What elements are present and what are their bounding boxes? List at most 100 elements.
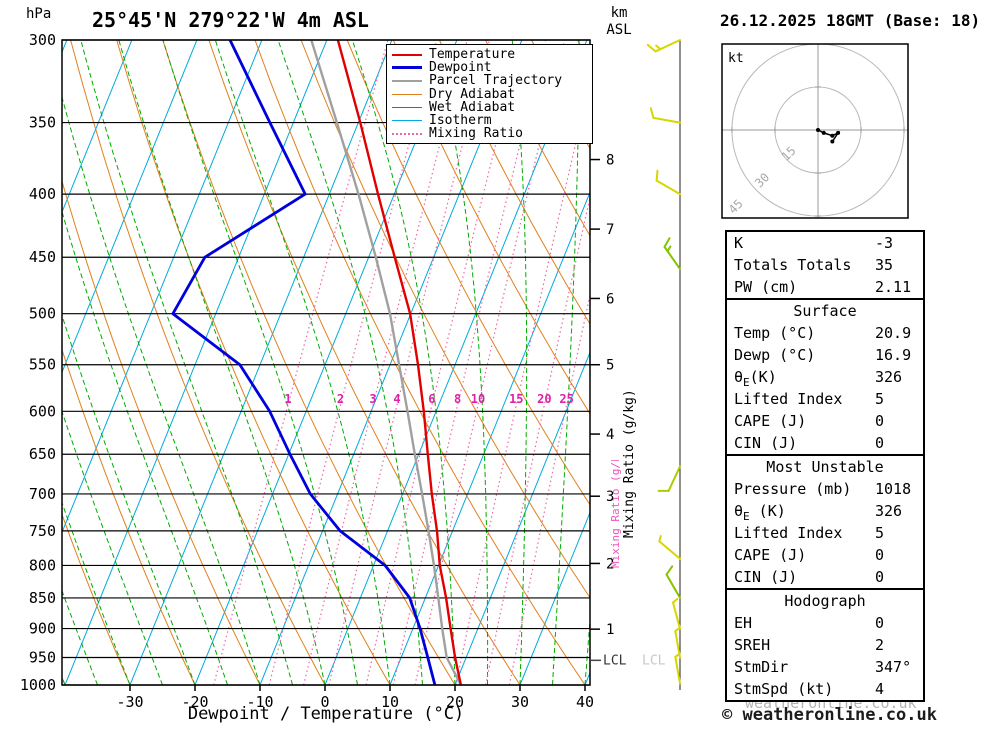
table-row-value: 0 bbox=[875, 412, 885, 430]
pressure-label: 650 bbox=[29, 445, 56, 463]
table-row-value: 35 bbox=[875, 256, 894, 274]
mixing-ratio-line bbox=[508, 292, 590, 685]
legend-item-label: Wet Adiabat bbox=[429, 99, 516, 115]
hodograph-border bbox=[721, 43, 909, 219]
legend-item-label: Parcel Trajectory bbox=[429, 73, 563, 89]
altitude-unit-asl: ASL bbox=[606, 22, 632, 38]
mixing-ratio-line bbox=[328, 40, 490, 685]
datetime-title: 26.12.2025 18GMT (Base: 18) bbox=[720, 11, 981, 30]
dry-adiabat-line bbox=[438, 40, 590, 325]
legend: Temperature Dewpoint Parcel Trajectory Dry … bbox=[386, 44, 593, 145]
dry-adiabat-line bbox=[70, 40, 326, 685]
table-row: Lifted Index 5 bbox=[727, 522, 923, 544]
table-row-label: θE (K) bbox=[734, 502, 786, 523]
parcel-trajectory-curve bbox=[310, 40, 462, 685]
wet-adiabat-line bbox=[433, 40, 489, 685]
table-row-label: Pressure (mb) bbox=[734, 480, 852, 498]
km-tick-label: 8 bbox=[606, 153, 614, 169]
isotherm-line bbox=[194, 40, 458, 685]
table-row-value: 347° bbox=[875, 658, 912, 676]
table-section-header: Surface bbox=[793, 302, 857, 320]
temp-tick-label: -30 bbox=[116, 693, 143, 711]
mixing-ratio-value-label: 20 bbox=[537, 392, 551, 406]
pressure-label: 750 bbox=[29, 522, 56, 540]
temp-tick-label: 0 bbox=[320, 693, 329, 711]
table-row-value: 0 bbox=[875, 434, 885, 452]
legend-item: Mixing Ratio bbox=[392, 127, 587, 140]
table-section: Most Unstable Pressure (mb) 1018 θE (K) 326 L… bbox=[727, 456, 923, 590]
hodograph-trace-point bbox=[836, 130, 841, 135]
pressure-label: 300 bbox=[29, 31, 56, 49]
table-row: StmDir 347° bbox=[727, 656, 923, 678]
mixing-ratio-value-label: 1 bbox=[284, 392, 291, 406]
altitude-unit-km: km bbox=[610, 5, 628, 21]
isotherm-line bbox=[62, 40, 263, 534]
table-row-value: 1018 bbox=[875, 480, 912, 498]
table-row-label: StmDir bbox=[734, 658, 789, 676]
table-row-value: -3 bbox=[875, 234, 894, 252]
legend-item: Dewpoint bbox=[392, 61, 587, 74]
table-row-label: Dewp (°C) bbox=[734, 346, 816, 364]
table-row: CAPE (J) 0 bbox=[727, 410, 923, 432]
isotherm-line bbox=[129, 40, 393, 685]
km-tick-label: 4 bbox=[606, 427, 614, 443]
table-row-label: Totals Totals bbox=[734, 256, 852, 274]
km-tick-label: 7 bbox=[606, 222, 614, 238]
table-row-value: 16.9 bbox=[875, 346, 912, 364]
table-row: StmSpd (kt) 4 bbox=[727, 678, 923, 700]
table-row: Temp (°C) 20.9 bbox=[727, 322, 923, 344]
altitude-axis-unit: km ASL bbox=[598, 5, 640, 39]
lcl-label: LCL bbox=[603, 653, 627, 668]
temp-tick-label: 10 bbox=[381, 693, 399, 711]
table-row-value: 326 bbox=[875, 502, 903, 520]
hodograph-unit-label: kt bbox=[728, 51, 744, 66]
isotherm-line bbox=[519, 511, 590, 685]
isotherm-line bbox=[454, 351, 590, 685]
isotherm-line bbox=[389, 191, 590, 685]
table-row-value: 5 bbox=[875, 390, 885, 408]
mixing-ratio-value-label: 25 bbox=[559, 392, 573, 406]
wind-barb bbox=[657, 465, 681, 492]
wet-adiabat-line bbox=[552, 40, 580, 685]
table-row: Pressure (mb) 1018 bbox=[727, 478, 923, 500]
table-row-label: CAPE (J) bbox=[734, 546, 807, 564]
table-row-label: θE(K) bbox=[734, 368, 777, 389]
mixing-ratio-axis-label: Mixing Ratio (g/kg) bbox=[622, 389, 637, 538]
temp-tick-label: 30 bbox=[511, 693, 529, 711]
table-row: PW (cm) 2.11 bbox=[727, 276, 923, 298]
wet-adiabat-line bbox=[62, 209, 228, 685]
table-row-value: 2 bbox=[875, 636, 885, 654]
legend-item: Dry Adiabat bbox=[392, 88, 587, 101]
table-row-label: CAPE (J) bbox=[734, 412, 807, 430]
hodograph-trace-point bbox=[830, 133, 835, 138]
table-row-label: Lifted Index bbox=[734, 524, 843, 542]
legend-item: Wet Adiabat bbox=[392, 101, 587, 114]
legend-line-sample bbox=[392, 66, 422, 70]
isotherm-line bbox=[324, 40, 588, 685]
legend-item: Parcel Trajectory bbox=[392, 74, 587, 87]
legend-item: Isotherm bbox=[392, 114, 587, 127]
hodograph-trace-point bbox=[816, 128, 820, 132]
table-row-value: 0 bbox=[875, 614, 885, 632]
table-row-label: CIN (J) bbox=[734, 568, 798, 586]
table-section: Surface Temp (°C) 20.9 Dewp (°C) 16.9 θE(K) 32… bbox=[727, 300, 923, 456]
table-row-label: EH bbox=[734, 614, 753, 632]
pressure-label: 550 bbox=[29, 356, 56, 374]
hodograph-trace-point bbox=[821, 130, 826, 135]
temp-tick-label: -10 bbox=[246, 693, 273, 711]
mixing-ratio-value-label: 8 bbox=[454, 392, 461, 406]
table-row: CAPE (J) 0 bbox=[727, 544, 923, 566]
table-row-label: Lifted Index bbox=[734, 390, 843, 408]
table-section-header: Hodograph bbox=[784, 592, 866, 610]
pressure-label: 700 bbox=[29, 485, 56, 503]
table-row: SREH 2 bbox=[727, 634, 923, 656]
mixing-ratio-value-label: 3 bbox=[369, 392, 376, 406]
legend-item-label: Temperature bbox=[429, 47, 516, 63]
dry-adiabat-line bbox=[392, 40, 590, 415]
pressure-label: 850 bbox=[29, 589, 56, 607]
km-tick-label: 1 bbox=[606, 622, 614, 638]
lcl-label-echo: LCL bbox=[642, 653, 666, 668]
pressure-label: 900 bbox=[29, 620, 56, 638]
mixing-ratio-value-label: 15 bbox=[509, 392, 523, 406]
